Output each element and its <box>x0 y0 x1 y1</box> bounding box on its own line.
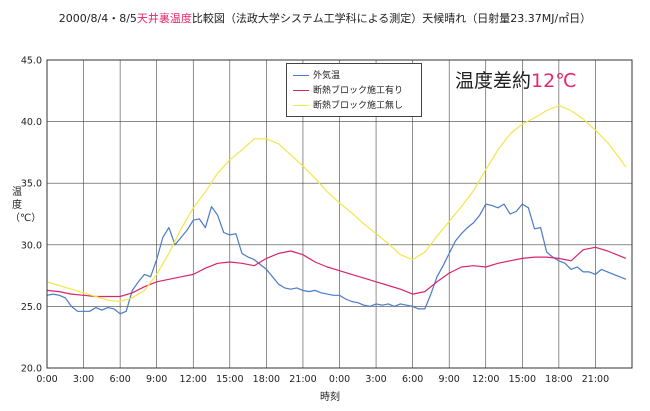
legend-label-uninsulated: 断熱ブロック施工無し <box>313 101 404 111</box>
series-line-insulated <box>46 246 627 298</box>
x-tick-label: 18:00 <box>253 374 280 385</box>
title-highlight: 天井裏温度 <box>136 12 192 25</box>
x-tick-label: 0:00 <box>329 374 350 385</box>
legend-item-uninsulated: 断熱ブロック施工無し <box>293 98 403 112</box>
x-tick-label: 15:00 <box>509 374 536 385</box>
callout-value: 12℃ <box>531 70 577 92</box>
chart-title: 2000/8/4・8/5天井裏温度比較図（法政大学システム工学科による測定）天候… <box>0 10 650 26</box>
legend-swatch-uninsulated <box>293 105 309 106</box>
legend-swatch-insulated <box>293 90 309 91</box>
x-tick-label: 6:00 <box>109 374 130 385</box>
grid-lines <box>47 60 632 368</box>
y-axis-label: 温度（℃） <box>10 187 42 224</box>
y-tick-label: 20.0 <box>21 364 42 375</box>
x-tick-label: 12:00 <box>180 374 207 385</box>
x-tick-label: 15:00 <box>216 374 243 385</box>
x-tick-label: 0:00 <box>36 374 57 385</box>
x-tick-labels: 0:00 3:00 6:00 9:00 12:00 15:00 18:00 21:00 0:00… <box>36 374 609 385</box>
temperature-difference-callout: 温度差約12℃ <box>455 66 577 93</box>
x-tick-label: 3:00 <box>365 374 386 385</box>
x-tick-label: 6:00 <box>402 374 423 385</box>
x-tick-label: 18:00 <box>545 374 572 385</box>
x-tick-label: 9:00 <box>146 374 167 385</box>
legend-item-outdoor: 外気温 <box>293 68 340 82</box>
y-tick-label: 25.0 <box>21 302 42 313</box>
x-tick-label: 12:00 <box>472 374 499 385</box>
legend: 外気温 断熱ブロック施工有り 断熱ブロック施工無し <box>286 63 422 117</box>
legend-item-insulated: 断熱ブロック施工有り <box>293 83 403 97</box>
y-tick-label: 40.0 <box>21 117 42 128</box>
legend-label-outdoor: 外気温 <box>313 71 341 81</box>
x-tick-label: 3:00 <box>73 374 94 385</box>
callout-text: 温度差約 <box>455 70 532 92</box>
series-line-uninsulated <box>46 104 627 303</box>
title-rest: 比較図（法政大学システム工学科による測定）天候晴れ（日射量23.37MJ/㎡日） <box>191 12 592 25</box>
x-tick-label: 21:00 <box>582 374 609 385</box>
y-tick-label: 45.0 <box>21 56 42 67</box>
x-tick-label: 9:00 <box>439 374 460 385</box>
series-lines <box>46 104 627 315</box>
title-date: 2000/8/4・8/5 <box>58 12 137 25</box>
y-tick-label: 35.0 <box>21 179 42 190</box>
legend-label-insulated: 断熱ブロック施工有り <box>313 86 404 96</box>
series-line-outdoor <box>46 203 627 315</box>
y-tick-label: 30.0 <box>21 240 42 251</box>
x-tick-label: 21:00 <box>289 374 316 385</box>
x-axis-label: 時刻 <box>320 392 340 403</box>
plot-frame <box>46 59 633 369</box>
y-tick-labels: 20.0 25.0 30.0 35.0 40.0 45.0 <box>21 56 42 375</box>
plot-border <box>46 59 633 369</box>
legend-swatch-outdoor <box>293 75 309 76</box>
